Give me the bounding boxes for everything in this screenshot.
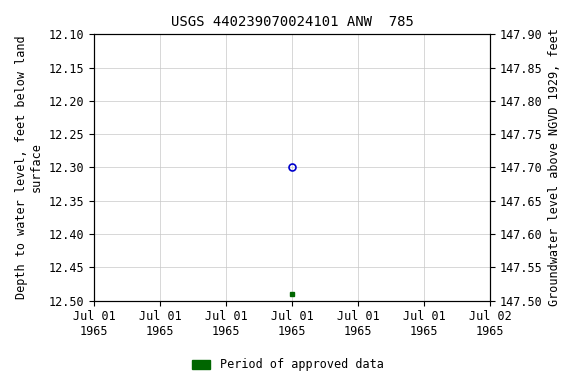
Title: USGS 440239070024101 ANW  785: USGS 440239070024101 ANW 785 bbox=[170, 15, 414, 29]
Legend: Period of approved data: Period of approved data bbox=[188, 354, 388, 376]
Y-axis label: Groundwater level above NGVD 1929, feet: Groundwater level above NGVD 1929, feet bbox=[548, 28, 561, 306]
Y-axis label: Depth to water level, feet below land
surface: Depth to water level, feet below land su… bbox=[15, 36, 43, 299]
